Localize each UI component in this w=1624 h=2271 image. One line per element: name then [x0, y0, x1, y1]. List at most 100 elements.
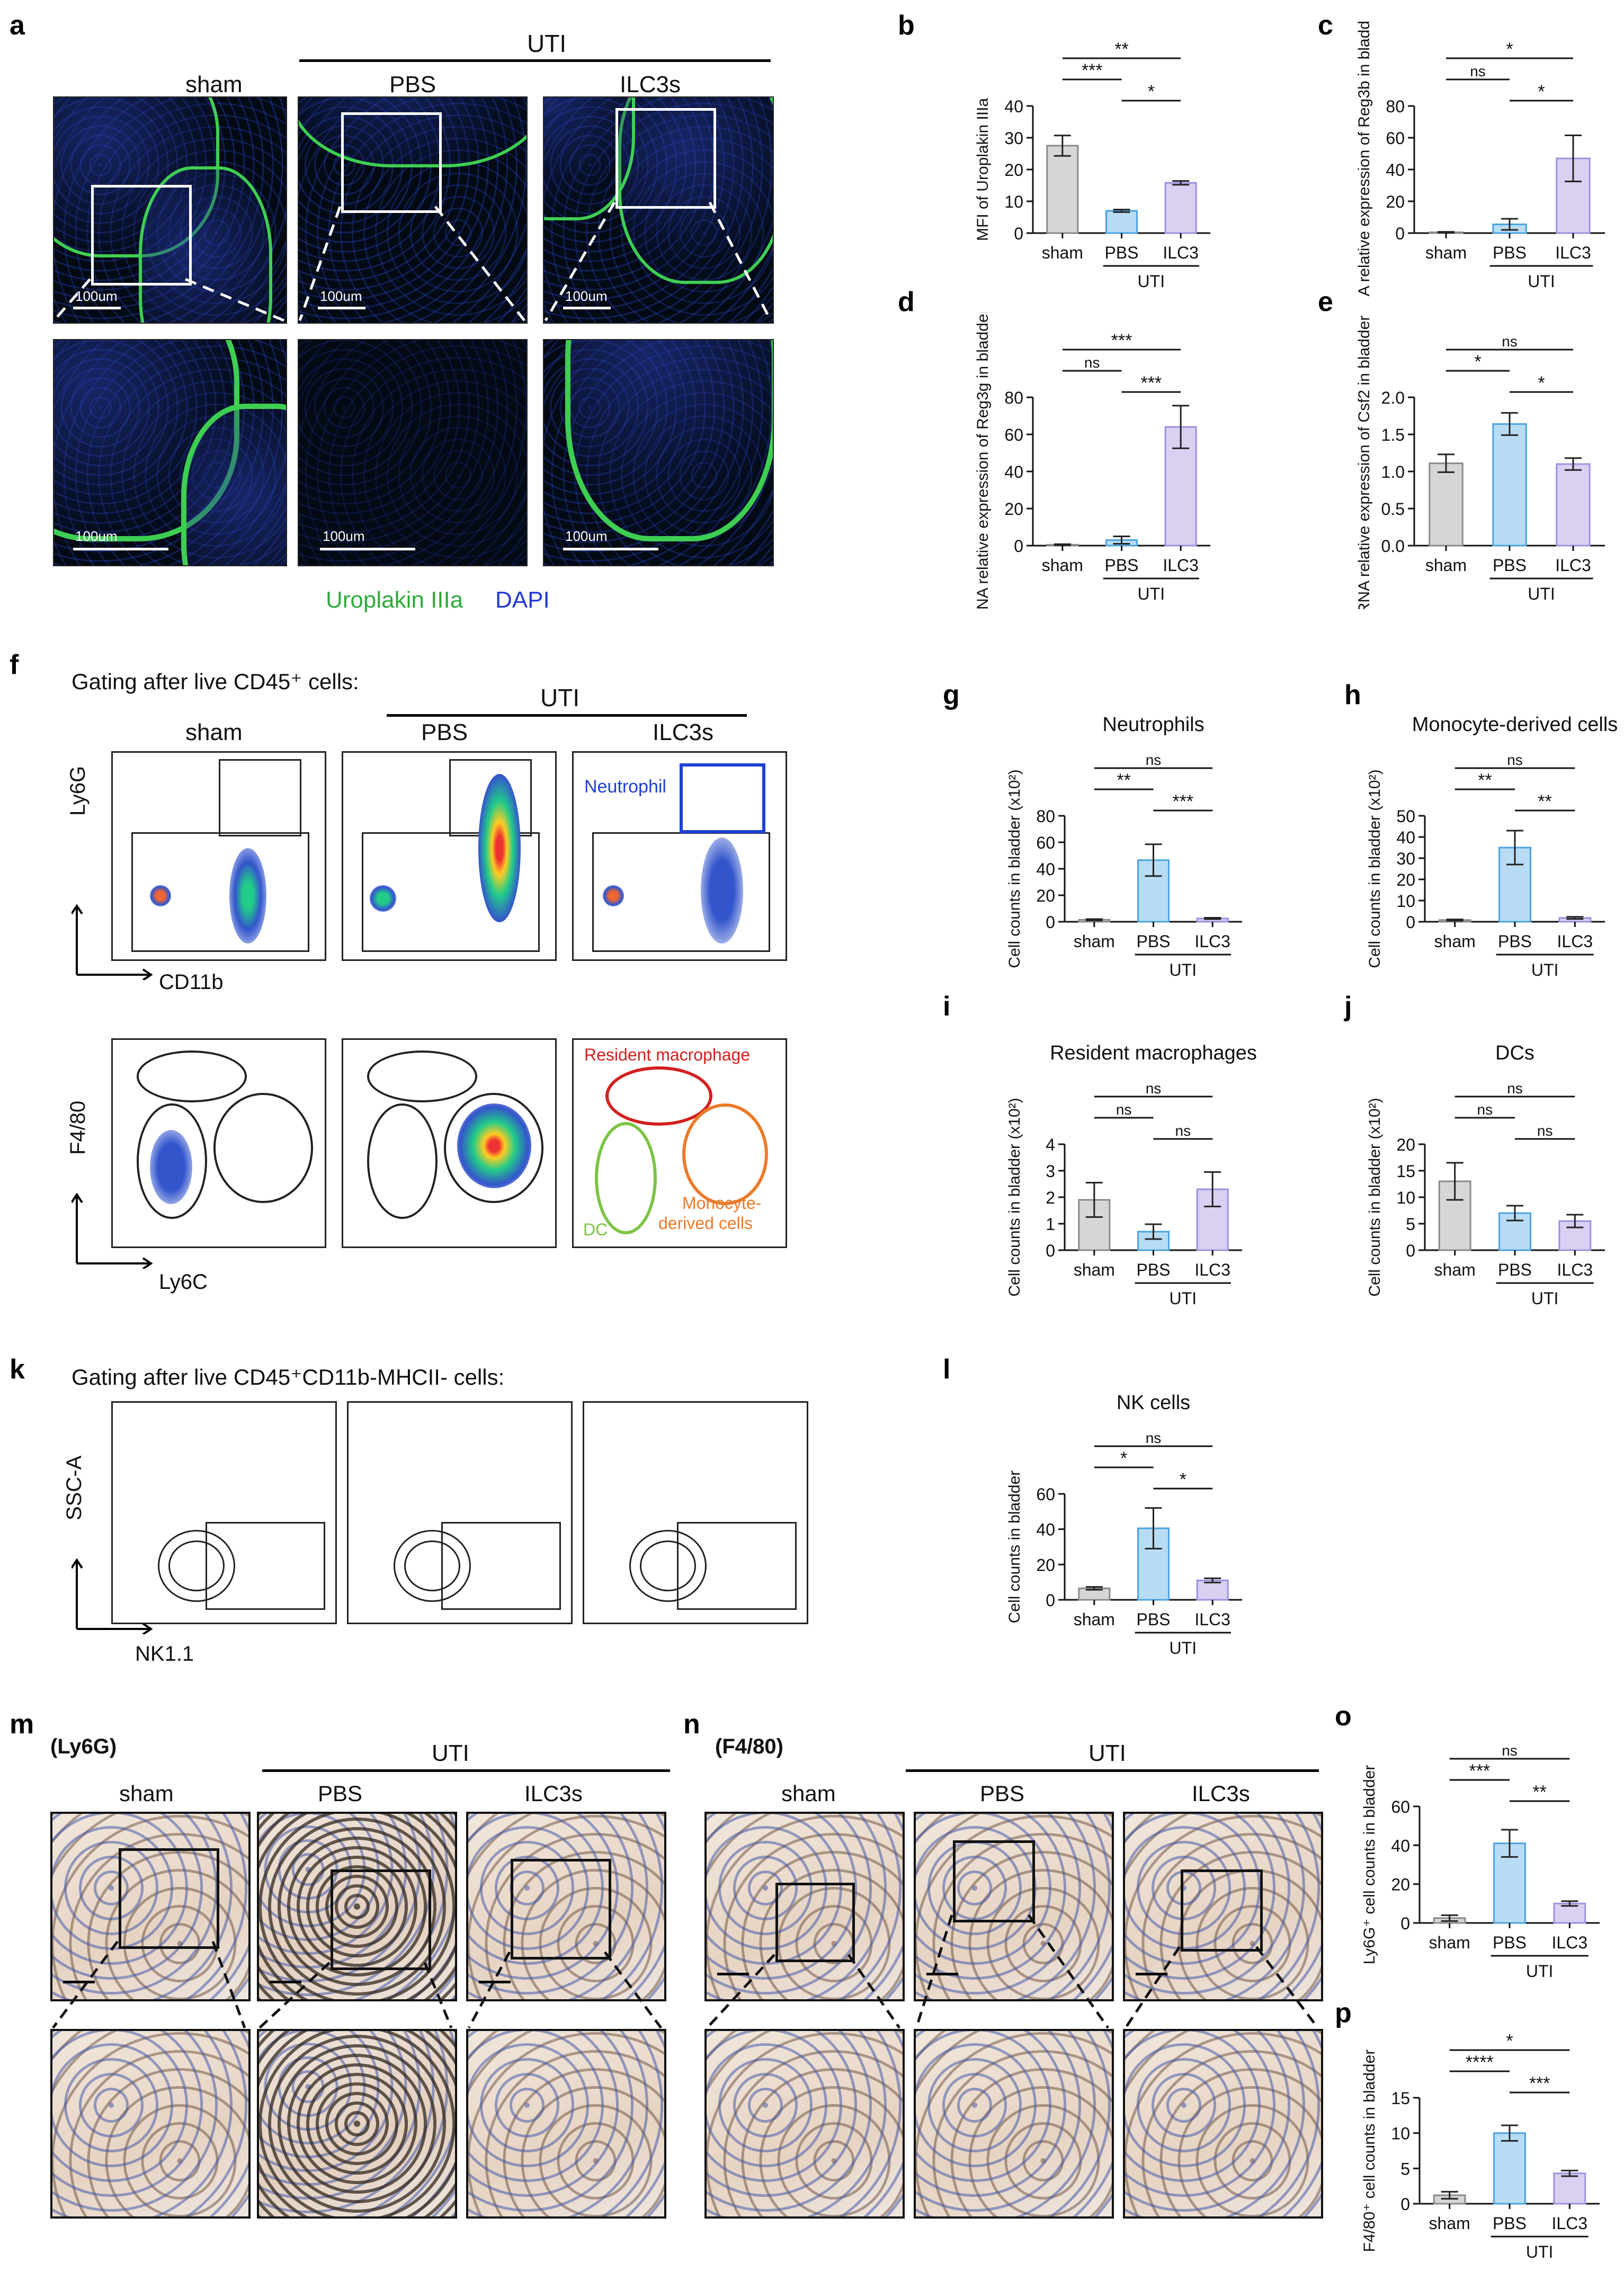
if-image-sham-zoom: 100um	[53, 339, 287, 566]
significance-label: *	[1180, 1470, 1186, 1490]
panel-label-a: a	[10, 10, 25, 41]
chart-i: Resident macrophages 0 1 2 3 4 Cell counts in …	[1006, 1042, 1257, 1308]
ihc-f480-ilc3s-zoom	[1123, 2029, 1323, 2219]
significance-label: **	[1478, 770, 1492, 790]
gating-title-k: Gating after live CD45⁺CD11b-MHCII- cell…	[72, 1365, 505, 1390]
chart-j: DCs 0 5 10 15 20 Cell counts in bladder (x10²)…	[1366, 1042, 1605, 1308]
bar-sham	[1046, 145, 1079, 234]
panel-label-k: k	[10, 1354, 25, 1385]
panel-label-j: j	[1344, 991, 1352, 1022]
y-axis-label: Cell counts in bladder (x10²)	[1006, 769, 1023, 968]
resident-macrophage-label: Resident macrophage	[584, 1045, 751, 1064]
header-ilc3s-a: ILC3s	[620, 72, 681, 97]
panel-label-l: l	[943, 1354, 951, 1385]
significance-label: ***	[1469, 1761, 1490, 1781]
uti-bracket-n	[906, 1769, 1319, 1772]
x-tick-label: ILC3	[1555, 243, 1591, 262]
y-tick-label: 0.0	[1381, 537, 1405, 556]
facs-f480-ly6c-ilc3s: Resident macrophage DC Monocyte- derived…	[572, 1038, 787, 1248]
y-tick-label: 20	[1396, 870, 1415, 889]
y-axis-label: Cell counts in bladder (x10²)	[1366, 1098, 1384, 1296]
y-tick-label: 40	[1386, 161, 1405, 180]
x-tick-label: PBS	[1493, 2214, 1527, 2233]
x-tick-label: ILC3	[1557, 1260, 1593, 1279]
header-pbs-m: PBS	[318, 1781, 363, 1806]
chart-o: 0 20 40 60 Ly6G⁺ cell counts in bladder sham P…	[1361, 1742, 1600, 1981]
significance-label: *	[1506, 2031, 1513, 2051]
y-tick-label: 1	[1046, 1215, 1055, 1234]
scale-bar	[270, 1981, 301, 1983]
bar-ilc3	[1556, 157, 1591, 234]
y-tick-label: 40	[1036, 860, 1055, 879]
x-tick-label: PBS	[1498, 1260, 1532, 1279]
uti-group-label-m: UTI	[432, 1740, 469, 1766]
significance-label: *	[1538, 82, 1545, 102]
y-tick-label: 10	[1396, 892, 1415, 911]
y-tick-label: 0	[1014, 224, 1023, 243]
significance-label: ns	[1502, 1742, 1518, 1759]
scale-bar	[563, 548, 658, 550]
facs-ly6g-cd11b-pbs	[342, 751, 557, 961]
ihc-ly6g-sham	[50, 1812, 251, 2001]
panel-label-h: h	[1344, 680, 1361, 710]
axis-arrows-f1	[72, 904, 153, 980]
panel-label-m: m	[10, 1709, 34, 1740]
significance-label: ns	[1477, 1101, 1493, 1118]
ihc-f480-pbs-zoom	[914, 2029, 1114, 2219]
x-tick-label: sham	[1425, 243, 1467, 262]
facs-nk-pbs	[347, 1401, 573, 1624]
bar-sham	[1429, 462, 1464, 547]
ihc-ly6g-sham-zoom	[50, 2029, 251, 2219]
header-sham-n: sham	[781, 1781, 836, 1806]
y-axis-label: F4/80⁺ cell counts in bladder	[1361, 2050, 1378, 2252]
chart-e: 0.0 0.5 1.0 1.5 2.0 mRNA relative expression …	[1355, 316, 1605, 609]
bar-pbs	[1105, 210, 1138, 234]
bar-ilc3	[1553, 2172, 1586, 2205]
chart-b: 0 10 20 30 40 MFI of Uroplakin IIIa sham PBS ILC…	[974, 39, 1210, 291]
panel-label-n: n	[683, 1709, 700, 1740]
header-pbs-n: PBS	[980, 1781, 1025, 1806]
x-tick-label: PBS	[1136, 1610, 1170, 1629]
panel-label-e: e	[1318, 287, 1333, 317]
facs-nk-ilc3s	[583, 1401, 808, 1624]
y-tick-label: 5	[1406, 1215, 1415, 1234]
ihc-f480-pbs	[914, 1812, 1114, 2001]
uti-label: UTI	[1528, 584, 1555, 603]
uti-label: UTI	[1138, 584, 1165, 603]
if-image-pbs-zoom: 100um	[298, 339, 528, 566]
y-tick-label: 20	[1004, 161, 1023, 180]
header-pbs-a: PBS	[389, 72, 436, 97]
panel-m-title: (Ly6G)	[50, 1735, 117, 1758]
chart-title: Resident macrophages	[1050, 1042, 1257, 1064]
uti-bracket-f	[387, 714, 747, 717]
uti-label: UTI	[1170, 960, 1197, 979]
y-tick-label: 15	[1391, 2089, 1410, 2108]
significance-label: ns	[1470, 63, 1486, 79]
y-tick-label: 0	[1406, 1241, 1415, 1260]
y-tick-label: 80	[1004, 388, 1023, 407]
y-tick-label: 40	[1396, 828, 1415, 847]
monocyte-derived-gate	[682, 1103, 768, 1205]
x-tick-label: PBS	[1104, 556, 1138, 575]
chart-title: NK cells	[1117, 1392, 1190, 1414]
significance-label: ns	[1116, 1101, 1132, 1118]
y-tick-label: 80	[1386, 97, 1405, 116]
chart-h: Monocyte-derived cells 0 10 20 30 40 50 Cell co…	[1366, 714, 1618, 979]
x-tick-label: PBS	[1493, 556, 1527, 575]
x-tick-label: PBS	[1136, 932, 1170, 951]
chart-title: DCs	[1495, 1042, 1534, 1064]
y-tick-label: 60	[1391, 1797, 1410, 1816]
significance-label: ***	[1082, 60, 1103, 81]
header-pbs-f: PBS	[421, 719, 468, 745]
x-tick-label: PBS	[1104, 243, 1138, 262]
uti-label: UTI	[1526, 2242, 1554, 2261]
if-image-ilc3s-overview: 100um	[543, 96, 774, 324]
y-tick-label: 10	[1391, 2124, 1410, 2143]
panel-label-g: g	[943, 680, 960, 710]
scale-bar	[479, 1981, 511, 1983]
y-axis-label-ly6g: Ly6G	[66, 765, 90, 816]
bar-ilc3	[1196, 1579, 1229, 1601]
y-axis-label: mRNA relative expression of Reg3g in bla…	[974, 313, 992, 609]
x-tick-label: sham	[1074, 1260, 1115, 1279]
bar-ilc3	[1556, 463, 1591, 547]
